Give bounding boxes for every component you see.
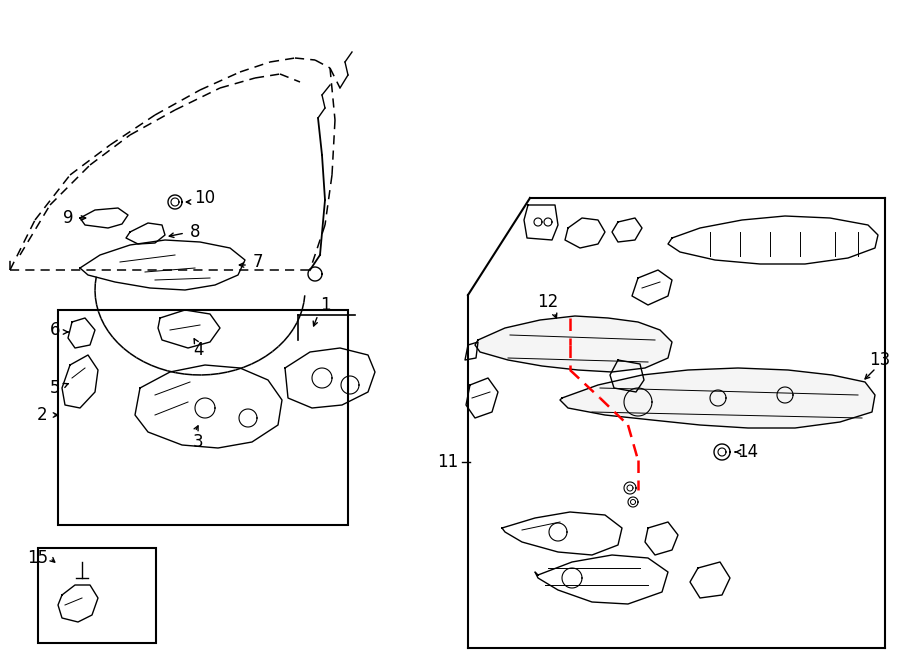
Text: 7: 7 [253, 253, 263, 271]
Text: 1: 1 [320, 296, 330, 314]
Bar [38, 548, 156, 643]
Text: 13: 13 [869, 351, 891, 369]
Text: 9: 9 [63, 209, 73, 227]
Text: 10: 10 [194, 189, 216, 207]
Text: 3: 3 [193, 433, 203, 451]
Text: 6: 6 [50, 321, 60, 339]
Text: 11: 11 [437, 453, 459, 471]
Text: 2: 2 [37, 406, 48, 424]
Text: 8: 8 [190, 223, 200, 241]
Text: 15: 15 [27, 549, 49, 567]
Text: 4: 4 [193, 341, 203, 359]
Polygon shape [560, 368, 875, 428]
Text: 14: 14 [737, 443, 759, 461]
Text: 5: 5 [50, 379, 60, 397]
Text: 12: 12 [537, 293, 559, 311]
Bar [58, 310, 348, 525]
Polygon shape [475, 316, 672, 372]
